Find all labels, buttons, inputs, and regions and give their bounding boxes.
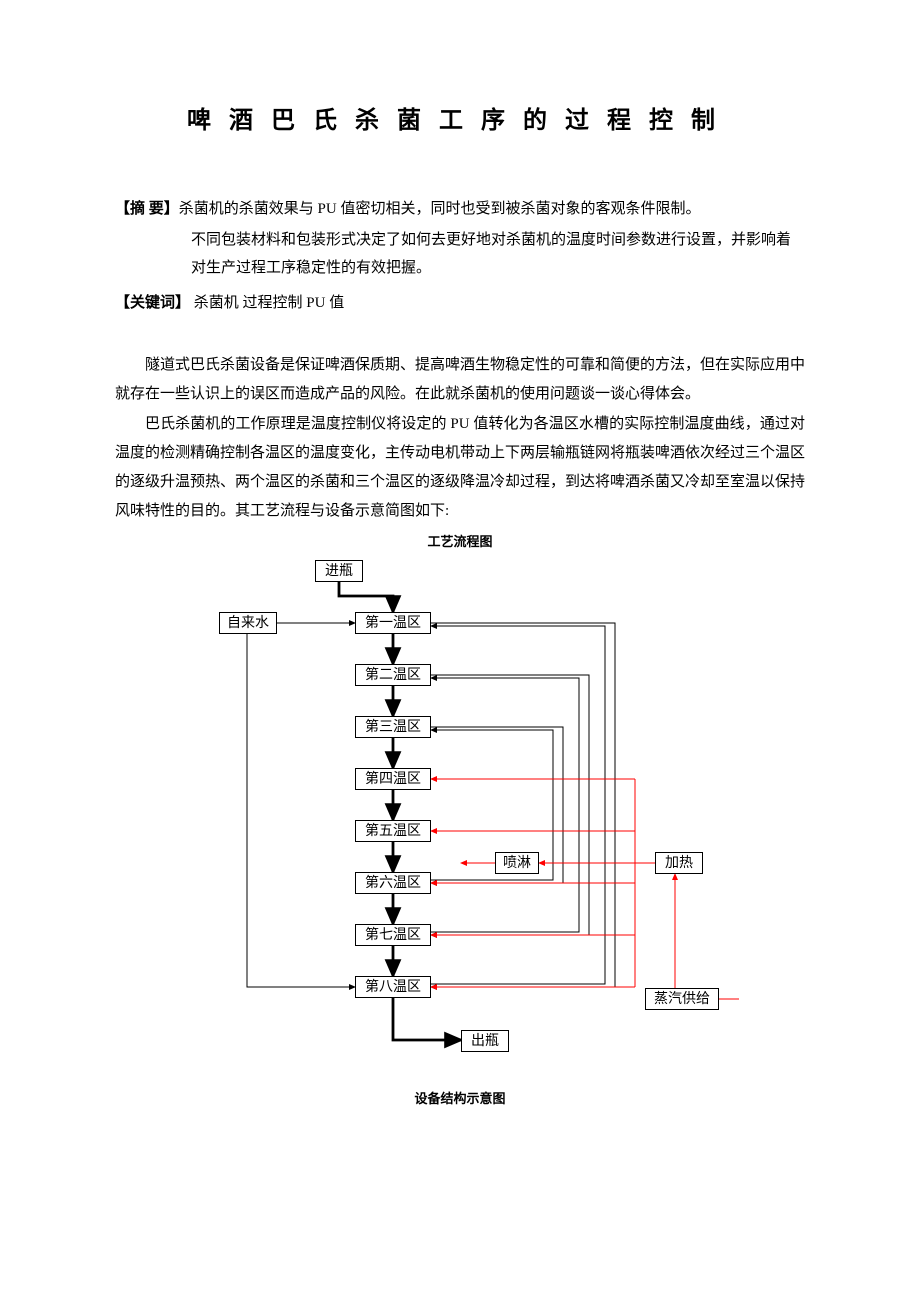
flow-node-z3: 第三温区 (355, 716, 431, 738)
document-page: 啤酒巴氏杀菌工序的过程控制 【摘 要】杀菌机的杀菌效果与 PU 值密切相关，同时… (0, 0, 920, 1167)
flow-node-z5: 第五温区 (355, 820, 431, 842)
flow-node-spray: 喷淋 (495, 852, 539, 874)
abstract-line2: 不同包装材料和包装形式决定了如何去更好地对杀菌机的温度时间参数进行设置，并影响着… (115, 226, 805, 283)
keywords-label: 【关键词】 (115, 295, 190, 311)
flow-node-z6: 第六温区 (355, 872, 431, 894)
keywords-line: 【关键词】 杀菌机 过程控制 PU 值 (115, 289, 805, 318)
flow-node-z8: 第八温区 (355, 976, 431, 998)
flow-node-in_bottle: 进瓶 (315, 560, 363, 582)
flowchart-container: 工艺流程图 进瓶自来水 第一温区第二温区第三温区第四温区第五温区喷淋第六温区第七温… (115, 531, 805, 1107)
flow-node-water: 自来水 (219, 612, 277, 634)
flow-node-z1: 第一温区 (355, 612, 431, 634)
page-title: 啤酒巴氏杀菌工序的过程控制 (115, 100, 805, 135)
flowchart: 进瓶自来水 第一温区第二温区第三温区第四温区第五温区喷淋第六温区第七温区第八温区 加… (115, 552, 805, 1082)
flow-node-z7: 第七温区 (355, 924, 431, 946)
flow-node-z2: 第二温区 (355, 664, 431, 686)
flowchart-title: 工艺流程图 (115, 531, 805, 550)
flowchart-caption: 设备结构示意图 (115, 1088, 805, 1107)
keywords-text: 杀菌机 过程控制 PU 值 (190, 295, 344, 311)
abstract-text-1: 杀菌机的杀菌效果与 PU 值密切相关，同时也受到被杀菌对象的客观条件限制。 (179, 201, 701, 217)
flow-node-z4: 第四温区 (355, 768, 431, 790)
flow-node-steam: 蒸汽供给 (645, 988, 719, 1010)
flow-node-heat: 加热 (655, 852, 703, 874)
flow-node-out_bottle: 出瓶 (461, 1030, 509, 1052)
abstract-label: 【摘 要】 (115, 201, 179, 217)
abstract-line1: 【摘 要】杀菌机的杀菌效果与 PU 值密切相关，同时也受到被杀菌对象的客观条件限… (115, 195, 805, 224)
paragraph-1: 隧道式巴氏杀菌设备是保证啤酒保质期、提高啤酒生物稳定性的可靠和简便的方法，但在实… (115, 351, 805, 410)
paragraph-2: 巴氏杀菌机的工作原理是温度控制仪将设定的 PU 值转化为各温区水槽的实际控制温度… (115, 410, 805, 527)
